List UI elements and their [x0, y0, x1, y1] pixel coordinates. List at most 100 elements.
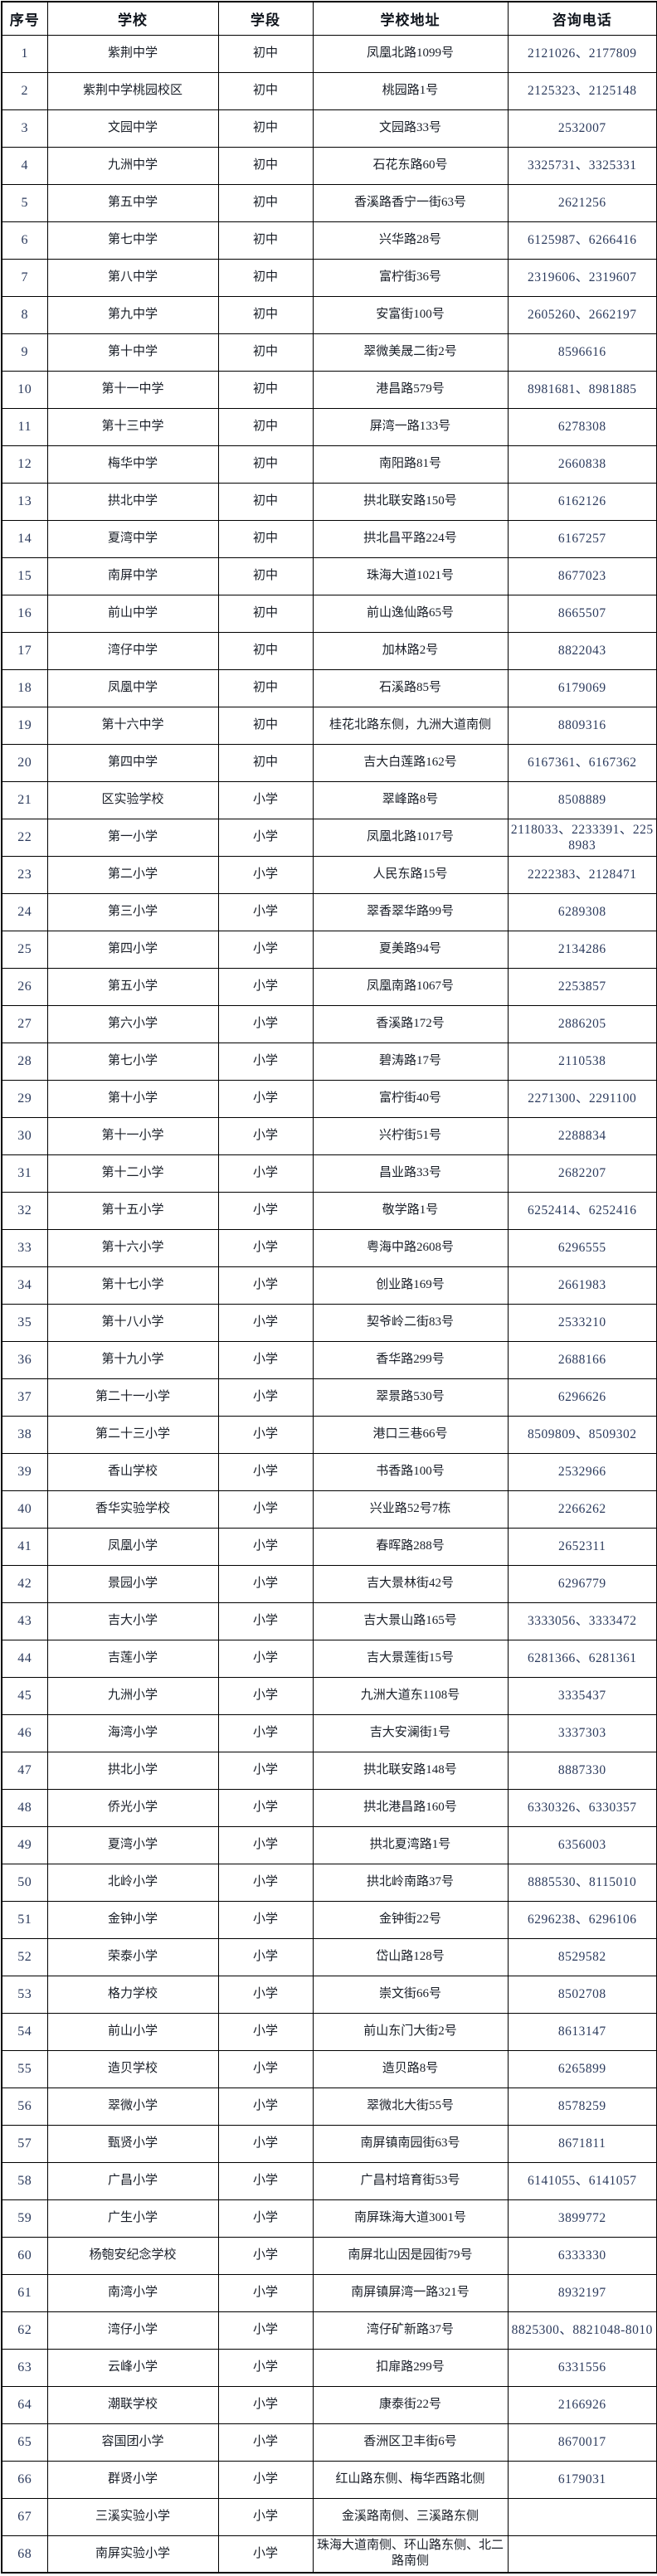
- index-cell: 57: [1, 2124, 48, 2163]
- stage-cell: 小学: [217, 2199, 314, 2238]
- table-row: 23 第二小学 小学 人民东路15号 2222383、2128471: [1, 855, 657, 894]
- table-row: 55 造贝学校 小学 造贝路8号 6265899: [1, 2049, 657, 2088]
- index-cell: 66: [1, 2460, 48, 2499]
- school-cell: 北岭小学: [46, 1863, 219, 1902]
- stage-cell: 小学: [217, 1639, 314, 1678]
- table-row: 3 文园中学 初中 文园路33号 2532007: [1, 109, 657, 148]
- stage-cell: 小学: [217, 892, 314, 931]
- school-cell: 凤凰小学: [46, 1527, 219, 1566]
- phone-cell: 6296238、6296106: [507, 1900, 657, 1939]
- address-cell: 凤凰南路1067号: [312, 967, 509, 1006]
- index-cell: 5: [1, 183, 48, 222]
- address-cell: 书香路100号: [312, 1452, 509, 1491]
- stage-cell: 小学: [217, 1191, 314, 1230]
- index-cell: 8: [1, 295, 48, 334]
- phone-cell: 8825300、8821048-8010: [507, 2311, 657, 2350]
- table-row: 53 格力学校 小学 崇文街66号 8502708: [1, 1975, 657, 2014]
- address-cell: 碧涛路17号: [312, 1042, 509, 1081]
- phone-cell: 8613147: [507, 2012, 657, 2051]
- phone-cell: 6167361、6167362: [507, 743, 657, 782]
- address-cell: 珠海大道1021号: [312, 557, 509, 595]
- stage-cell: 小学: [217, 2348, 314, 2387]
- stage-cell: 小学: [217, 2087, 314, 2126]
- school-cell: 第十九小学: [46, 1340, 219, 1379]
- table-row: 9 第十中学 初中 翠微美晟二街2号 8596616: [1, 333, 657, 372]
- table-row: 16 前山中学 初中 前山逸仙路65号 8665507: [1, 594, 657, 633]
- address-cell: 翠香翠华路99号: [312, 892, 509, 931]
- phone-cell: 2121026、2177809: [507, 34, 657, 73]
- address-cell: 红山路东侧、梅华西路北侧: [312, 2460, 509, 2499]
- school-cell: 金钟小学: [46, 1900, 219, 1939]
- phone-cell: 6356003: [507, 1825, 657, 1864]
- index-cell: 14: [1, 519, 48, 558]
- index-cell: 27: [1, 1004, 48, 1043]
- school-cell: 第七小学: [46, 1042, 219, 1081]
- phone-cell: 8677023: [507, 557, 657, 595]
- school-cell: 香华实验学校: [46, 1490, 219, 1529]
- school-cell: 第十三中学: [46, 407, 219, 446]
- stage-cell: 初中: [217, 295, 314, 334]
- school-cell: 南湾小学: [46, 2273, 219, 2312]
- index-cell: 31: [1, 1154, 48, 1193]
- school-cell: 第十一小学: [46, 1116, 219, 1155]
- table-row: 15 南屏中学 初中 珠海大道1021号 8677023: [1, 557, 657, 595]
- index-cell: 38: [1, 1415, 48, 1454]
- school-cell: 南屏实验小学: [46, 2535, 219, 2574]
- address-cell: 拱北联安路150号: [312, 482, 509, 521]
- phone-cell: 2271300、2291100: [507, 1079, 657, 1118]
- phone-cell: 2319606、2319607: [507, 258, 657, 297]
- index-cell: 17: [1, 631, 48, 670]
- table-row: 44 吉莲小学 小学 吉大景莲街15号 6281366、6281361: [1, 1639, 657, 1678]
- column-header-phone: 咨询电话: [507, 1, 657, 36]
- address-cell: 凤凰北路1099号: [312, 34, 509, 73]
- address-cell: 吉大白莲路162号: [312, 743, 509, 782]
- stage-cell: 小学: [217, 855, 314, 894]
- stage-cell: 小学: [217, 1527, 314, 1566]
- stage-cell: 小学: [217, 1079, 314, 1118]
- address-cell: 吉大景莲街15号: [312, 1639, 509, 1678]
- address-cell: 加林路2号: [312, 631, 509, 670]
- school-cell: 甄贤小学: [46, 2124, 219, 2163]
- school-cell: 湾仔中学: [46, 631, 219, 670]
- phone-cell: 8670017: [507, 2423, 657, 2462]
- index-cell: 22: [1, 818, 48, 857]
- stage-cell: 初中: [217, 183, 314, 222]
- phone-cell: 8596616: [507, 333, 657, 372]
- phone-cell: 8508889: [507, 780, 657, 819]
- stage-cell: 小学: [217, 967, 314, 1006]
- school-cell: 第十六小学: [46, 1228, 219, 1267]
- address-cell: 兴华路28号: [312, 221, 509, 260]
- phone-cell: 6141055、6141057: [507, 2161, 657, 2200]
- phone-cell: 8671811: [507, 2124, 657, 2163]
- stage-cell: 初中: [217, 445, 314, 484]
- table-row: 32 第十五小学 小学 敬学路1号 6252414、6252416: [1, 1191, 657, 1230]
- phone-cell: 3335437: [507, 1676, 657, 1715]
- index-cell: 52: [1, 1937, 48, 1976]
- table-row: 68 南屏实验小学 小学 珠海大道南侧、环山路东侧、北二路南侧: [1, 2535, 657, 2574]
- address-cell: 人民东路15号: [312, 855, 509, 894]
- school-cell: 第十八小学: [46, 1303, 219, 1342]
- address-cell: 康泰街22号: [312, 2385, 509, 2424]
- phone-cell: 2222383、2128471: [507, 855, 657, 894]
- stage-cell: 小学: [217, 2161, 314, 2200]
- school-cell: 吉大小学: [46, 1601, 219, 1640]
- index-cell: 30: [1, 1116, 48, 1155]
- phone-cell: 6265899: [507, 2049, 657, 2088]
- address-cell: 桃园路1号: [312, 71, 509, 110]
- phone-cell: 2682207: [507, 1154, 657, 1193]
- table-row: 65 容国团小学 小学 香洲区卫丰街6号 8670017: [1, 2423, 657, 2462]
- address-cell: 金溪路南侧、三溪路东侧: [312, 2497, 509, 2536]
- phone-cell: 2605260、2662197: [507, 295, 657, 334]
- school-cell: 第五中学: [46, 183, 219, 222]
- address-cell: 兴柠街51号: [312, 1116, 509, 1155]
- stage-cell: 小学: [217, 2497, 314, 2536]
- phone-cell: 6296779: [507, 1564, 657, 1603]
- index-cell: 4: [1, 146, 48, 185]
- school-cell: 湾仔小学: [46, 2311, 219, 2350]
- phone-cell: 3325731、3325331: [507, 146, 657, 185]
- address-cell: 香溪路香宁一街63号: [312, 183, 509, 222]
- school-cell: 九洲小学: [46, 1676, 219, 1715]
- phone-cell: 6296555: [507, 1228, 657, 1267]
- school-cell: 南屏中学: [46, 557, 219, 595]
- school-cell: 格力学校: [46, 1975, 219, 2014]
